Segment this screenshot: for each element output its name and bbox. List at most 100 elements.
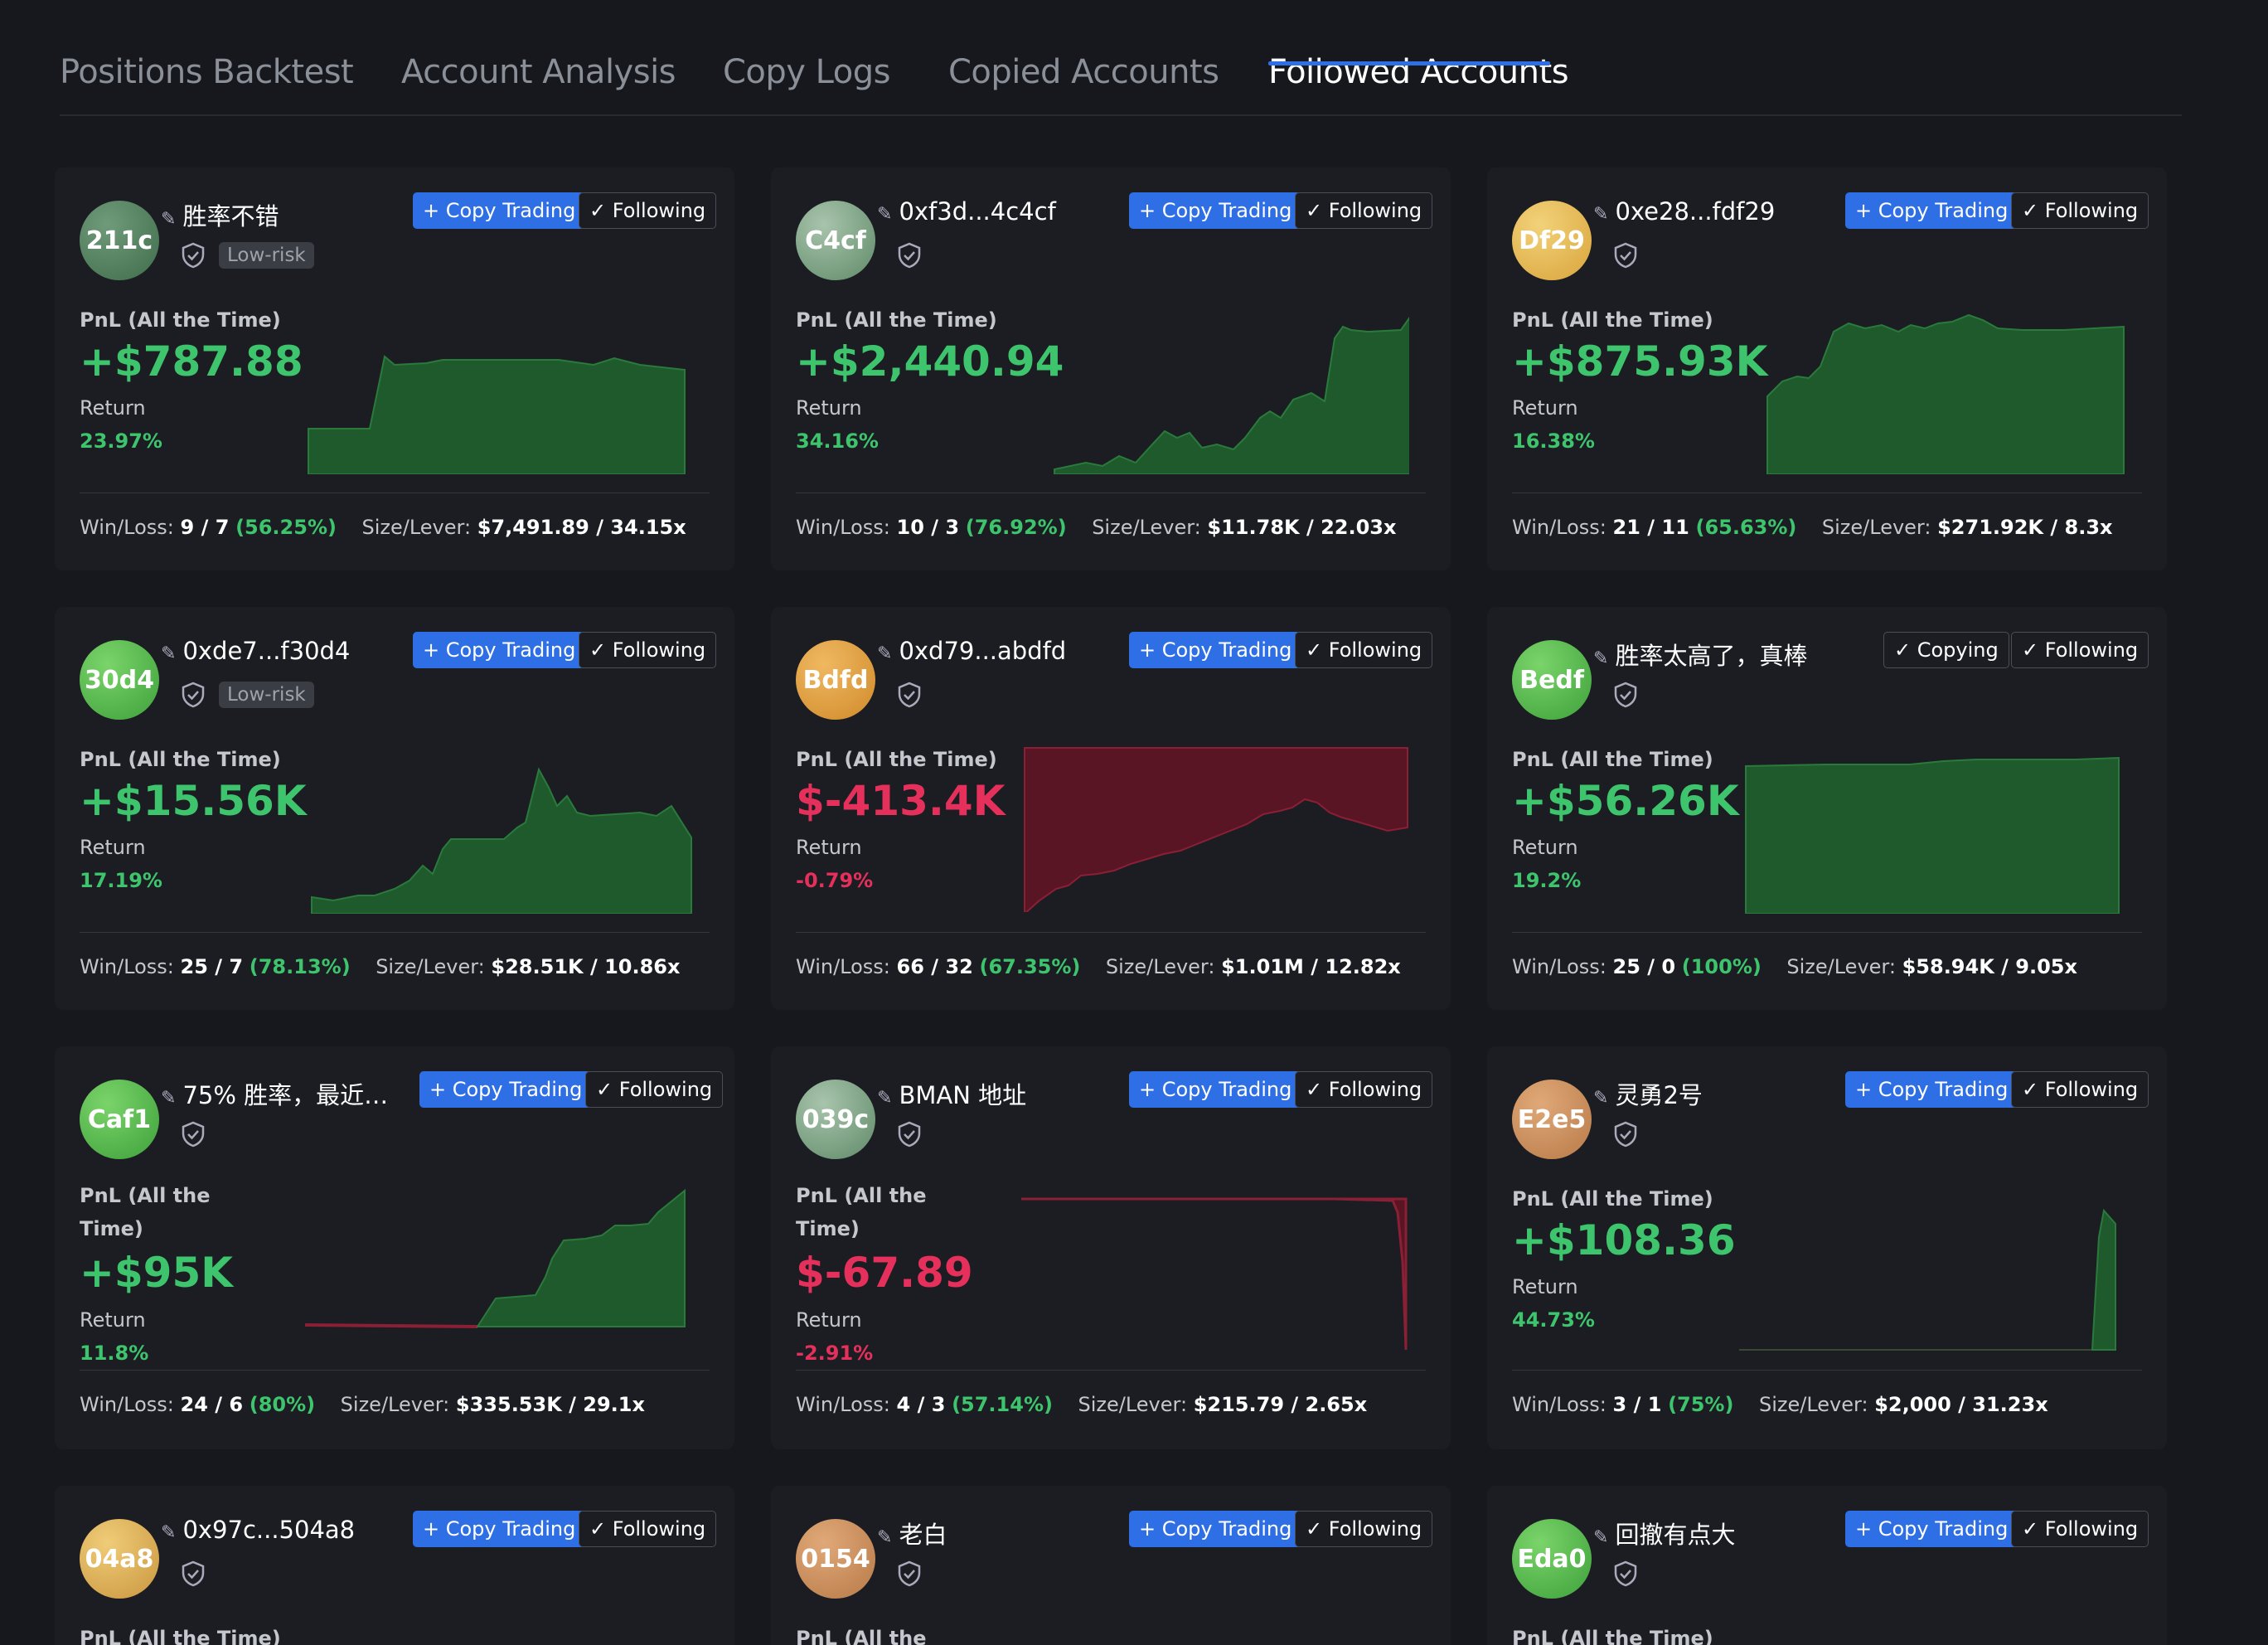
following-button[interactable]: ✓ Following <box>1295 192 1433 229</box>
following-button[interactable]: ✓ Following <box>2011 1511 2149 1547</box>
avatar[interactable]: E2e5 <box>1512 1080 1592 1159</box>
avatar[interactable]: Bedf <box>1512 640 1592 720</box>
avatar[interactable]: 211c <box>80 201 159 280</box>
account-name[interactable]: ✎ 回撤有点大 <box>1593 1516 1825 1550</box>
risk-badge: Low-risk <box>219 242 314 269</box>
pnl-area <box>308 355 686 474</box>
copy-trading-button[interactable]: + Copy Trading <box>413 1511 586 1547</box>
pnl-chart <box>1766 313 2125 474</box>
account-name-text: 0xf3d...4c4cf <box>899 197 1056 226</box>
edit-icon[interactable]: ✎ <box>161 643 177 664</box>
avatar[interactable]: Df29 <box>1512 201 1592 280</box>
account-name[interactable]: ✎ 灵勇2号 <box>1593 1076 1825 1111</box>
account-card[interactable]: 211c ✎ 胜率不错 Low-risk + Copy Trading ✓ Fol… <box>55 167 734 570</box>
edit-icon[interactable]: ✎ <box>877 643 893 664</box>
stats-footer: Win/Loss: 66 / 32 (67.35%) Size/Lever: $… <box>796 955 1401 978</box>
shield-check-icon <box>1614 1560 1637 1587</box>
edit-icon[interactable]: ✎ <box>877 1527 893 1548</box>
account-name[interactable]: ✎ 0xd79...abdfd <box>877 637 1109 665</box>
copy-trading-button[interactable]: + Copy Trading <box>1845 1511 2018 1547</box>
sizelever-label: Size/Lever: <box>1092 516 1201 539</box>
account-name[interactable]: ✎ BMAN 地址 <box>877 1076 1109 1111</box>
account-name[interactable]: ✎ 0x97c...504a8 <box>161 1516 393 1544</box>
following-button[interactable]: ✓ Following <box>2011 1071 2149 1108</box>
avatar[interactable]: 039c <box>796 1080 875 1159</box>
return-value: 19.2% <box>1512 869 1582 892</box>
edit-icon[interactable]: ✎ <box>161 1522 177 1543</box>
return-label: Return <box>80 836 146 859</box>
copy-trading-button[interactable]: + Copy Trading <box>1129 192 1302 229</box>
account-card[interactable]: Df29 ✎ 0xe28...fdf29 + Copy Trading ✓ Fol… <box>1487 167 2167 570</box>
pnl-label: PnL (All the Time) <box>1512 748 1713 771</box>
avatar[interactable]: 30d4 <box>80 640 159 720</box>
account-card[interactable]: Caf1 ✎ 75% 胜率，最近比... + Copy Trading ✓ Fol… <box>55 1046 734 1449</box>
following-button[interactable]: ✓ Following <box>579 632 717 668</box>
winloss-value: 66 / 32 <box>896 955 973 978</box>
tab-followed-accounts[interactable]: Followed Accounts <box>1268 53 1569 91</box>
avatar[interactable]: Eda0 <box>1512 1519 1592 1599</box>
account-card[interactable]: C4cf ✎ 0xf3d...4c4cf + Copy Trading ✓ Fol… <box>771 167 1451 570</box>
copy-trading-button[interactable]: + Copy Trading <box>413 192 586 229</box>
copy-trading-button[interactable]: + Copy Trading <box>1845 1071 2018 1108</box>
following-button[interactable]: ✓ Following <box>585 1071 724 1108</box>
account-name[interactable]: ✎ 胜率不错 <box>161 197 393 232</box>
tab-copied-accounts[interactable]: Copied Accounts <box>948 53 1219 91</box>
avatar[interactable]: 0154 <box>796 1519 875 1599</box>
account-card[interactable]: 30d4 ✎ 0xde7...f30d4 Low-risk + Copy Trad… <box>55 607 734 1010</box>
sizelever-value: $215.79 / 2.65x <box>1193 1393 1368 1416</box>
tab-copy-logs[interactable]: Copy Logs <box>723 53 890 91</box>
following-button[interactable]: ✓ Following <box>1295 1071 1433 1108</box>
edit-icon[interactable]: ✎ <box>1593 204 1609 225</box>
copy-trading-button[interactable]: + Copy Trading <box>1129 1071 1302 1108</box>
copy-trading-button[interactable]: + Copy Trading <box>413 632 586 668</box>
account-name[interactable]: ✎ 0xde7...f30d4 <box>161 637 393 665</box>
stats-footer: Win/Loss: 21 / 11 (65.63%) Size/Lever: $… <box>1512 516 2113 539</box>
following-button[interactable]: ✓ Following <box>579 192 717 229</box>
account-name[interactable]: ✎ 0xe28...fdf29 <box>1593 197 1825 226</box>
account-card[interactable]: Bedf ✎ 胜率太高了，真棒 ✓ Copying ✓ Following PnL… <box>1487 607 2167 1010</box>
avatar[interactable]: 04a8 <box>80 1519 159 1599</box>
following-button[interactable]: ✓ Following <box>1295 632 1433 668</box>
edit-icon[interactable]: ✎ <box>877 204 893 225</box>
copy-trading-button[interactable]: + Copy Trading <box>1845 192 2018 229</box>
account-name[interactable]: ✎ 0xf3d...4c4cf <box>877 197 1109 226</box>
following-button[interactable]: ✓ Following <box>2011 192 2149 229</box>
account-name[interactable]: ✎ 胜率太高了，真棒 <box>1593 637 1842 672</box>
edit-icon[interactable]: ✎ <box>161 209 177 230</box>
shield-check-icon <box>182 682 205 708</box>
copying-button[interactable]: ✓ Copying <box>1883 632 2009 668</box>
pnl-label-line2: Time) <box>80 1217 143 1240</box>
account-card[interactable]: Eda0 ✎ 回撤有点大 + Copy Trading ✓ Following P… <box>1487 1486 2167 1645</box>
edit-icon[interactable]: ✎ <box>1593 648 1609 669</box>
edit-icon[interactable]: ✎ <box>161 1088 177 1109</box>
sizelever-label: Size/Lever: <box>1786 955 1896 978</box>
account-card[interactable]: E2e5 ✎ 灵勇2号 + Copy Trading ✓ Following Pn… <box>1487 1046 2167 1449</box>
pnl-label: PnL (All the Time) <box>80 308 281 332</box>
following-button[interactable]: ✓ Following <box>2011 632 2149 668</box>
avatar[interactable]: Bdfd <box>796 640 875 720</box>
copy-trading-button[interactable]: + Copy Trading <box>419 1071 593 1108</box>
account-name[interactable]: ✎ 75% 胜率，最近比... <box>161 1076 401 1111</box>
account-card[interactable]: 04a8 ✎ 0x97c...504a8 + Copy Trading ✓ Fol… <box>55 1486 734 1645</box>
pnl-value: +$875.93K <box>1512 337 1768 386</box>
avatar[interactable]: C4cf <box>796 201 875 280</box>
copy-trading-button[interactable]: + Copy Trading <box>1129 1511 1302 1547</box>
account-card[interactable]: 039c ✎ BMAN 地址 + Copy Trading ✓ Following… <box>771 1046 1451 1449</box>
tab-account-analysis[interactable]: Account Analysis <box>401 53 676 91</box>
return-label: Return <box>1512 396 1578 420</box>
following-button[interactable]: ✓ Following <box>1295 1511 1433 1547</box>
copy-trading-button[interactable]: + Copy Trading <box>1129 632 1302 668</box>
account-card[interactable]: Bdfd ✎ 0xd79...abdfd + Copy Trading ✓ Fol… <box>771 607 1451 1010</box>
tab-positions-backtest[interactable]: Positions Backtest <box>60 53 354 91</box>
edit-icon[interactable]: ✎ <box>1593 1527 1609 1548</box>
divider <box>1512 932 2142 933</box>
return-value: 16.38% <box>1512 429 1595 453</box>
winloss-label: Win/Loss: <box>80 516 174 539</box>
stats-footer: Win/Loss: 24 / 6 (80%) Size/Lever: $335.… <box>80 1393 645 1416</box>
edit-icon[interactable]: ✎ <box>877 1088 893 1109</box>
avatar[interactable]: Caf1 <box>80 1080 159 1159</box>
following-button[interactable]: ✓ Following <box>579 1511 717 1547</box>
account-name[interactable]: ✎ 老白 <box>877 1516 1109 1550</box>
edit-icon[interactable]: ✎ <box>1593 1088 1609 1109</box>
account-card[interactable]: 0154 ✎ 老白 + Copy Trading ✓ Following PnL … <box>771 1486 1451 1645</box>
